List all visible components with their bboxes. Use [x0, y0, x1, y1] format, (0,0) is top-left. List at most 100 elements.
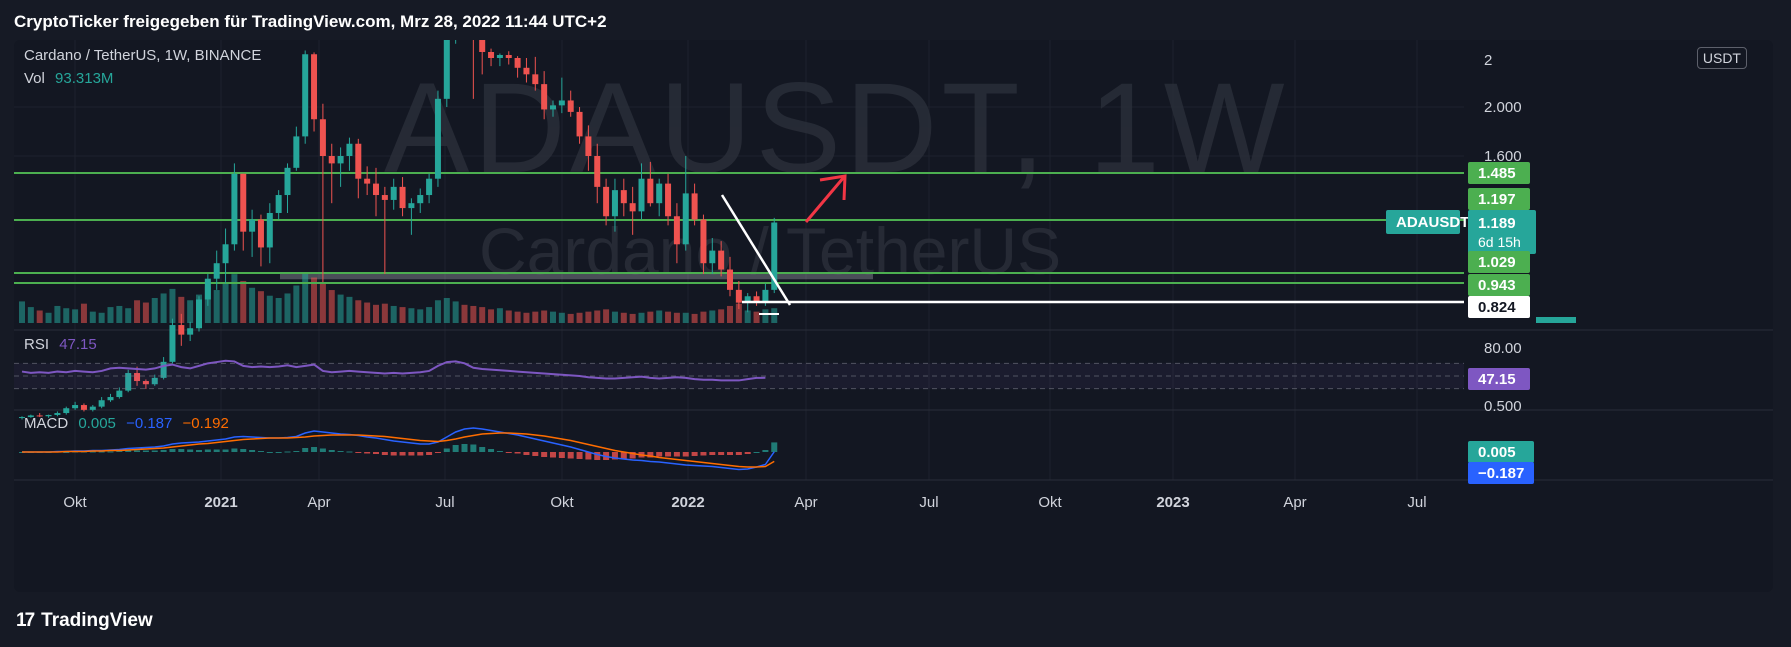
price-chart[interactable]: ADAUSDT, 1W Cardano / TetherUS Okt 2021 Ap… — [14, 40, 1773, 592]
candle-body — [337, 156, 344, 164]
macd-histogram-bar — [328, 450, 335, 452]
macd-histogram-bar — [727, 452, 733, 455]
volume-bar — [89, 311, 96, 323]
badge-rsi-bg — [1468, 368, 1530, 390]
candle-body — [134, 373, 141, 382]
macd-histogram-bar — [673, 452, 680, 457]
macd-histogram-bar — [691, 452, 698, 456]
macd-histogram-bar — [302, 448, 309, 452]
candle-body — [80, 405, 87, 410]
candle-body — [434, 98, 441, 179]
badge-1029: 1.029 — [1478, 254, 1516, 271]
macd-histogram-bar — [753, 452, 760, 453]
candle-body — [125, 373, 132, 391]
axes-layer: Okt 2021 Apr Jul Okt 2022 Apr Jul Okt 2023 Apr Jul 2… — [63, 52, 1521, 511]
macd-histogram-bar — [709, 452, 716, 455]
macd-histogram-bar — [700, 452, 707, 456]
rsi-label: RSI — [24, 336, 50, 353]
candle-body — [505, 55, 512, 58]
legend-macd: MACD 0.005 −0.187 −0.192 — [24, 415, 229, 432]
macd-histogram-bar — [532, 452, 539, 456]
macd-histogram-bar — [771, 442, 778, 452]
candle-body — [178, 325, 185, 335]
macd-histogram-bar — [470, 444, 477, 452]
badge-0824: 0.824 — [1478, 299, 1516, 316]
volume-bar — [434, 300, 441, 323]
macd-histogram-bar — [364, 452, 371, 454]
volume-bar — [585, 311, 592, 323]
volume-bar — [178, 296, 185, 323]
tradingview-logo-icon: 17 — [16, 610, 35, 631]
candle-body — [558, 100, 565, 106]
volume-bar — [328, 290, 335, 323]
candle-body — [443, 40, 450, 99]
macd-histogram-bar — [249, 450, 256, 452]
currency-button[interactable]: USDT — [1696, 47, 1747, 69]
candle-body — [45, 414, 52, 417]
legend-symbol: Cardano / TetherUS, 1W, BINANCE — [24, 47, 261, 64]
volume-bar — [54, 305, 61, 323]
volume-bar — [19, 301, 25, 323]
candle-body — [284, 167, 291, 196]
volume-bar — [293, 285, 300, 323]
candle-body — [364, 178, 371, 184]
volume-bar — [744, 310, 751, 323]
volume-bar — [142, 302, 149, 323]
candle-body — [355, 143, 362, 179]
candle-body — [390, 186, 397, 200]
macd-histogram-bar — [735, 452, 742, 455]
candle-body — [160, 361, 167, 378]
candle-body — [399, 186, 406, 209]
vol-label: Vol — [24, 70, 45, 87]
candle-body — [682, 193, 689, 245]
macd-histogram-bar — [523, 452, 530, 455]
macd-histogram-bar — [116, 451, 123, 452]
candle-body — [611, 190, 618, 217]
candle-body — [302, 54, 309, 137]
x-tick-label: Apr — [794, 494, 817, 511]
volume-bar — [160, 293, 167, 323]
volume-bar — [647, 311, 654, 323]
candle-body — [656, 183, 663, 204]
volume-bar — [364, 302, 371, 323]
volume-bar — [691, 313, 698, 323]
candle-body — [381, 195, 388, 200]
macd-histogram-bar — [656, 452, 663, 457]
volume-bar — [771, 308, 778, 323]
volume-bar — [45, 312, 52, 323]
tradingview-logo[interactable]: 17 TradingView — [16, 610, 153, 632]
candle-body — [27, 415, 34, 418]
badge-0943-bg — [1468, 274, 1530, 296]
candle-body — [373, 183, 379, 196]
symbol-title: Cardano / TetherUS, 1W, BINANCE — [24, 47, 262, 64]
candle-body — [496, 55, 503, 58]
candle-body — [142, 381, 149, 385]
x-tick-label: 2023 — [1156, 494, 1189, 511]
macd-histogram-bar — [461, 444, 468, 452]
badge-countdown: 6d 15h — [1478, 234, 1521, 250]
rsi-pane — [14, 359, 1464, 390]
candle-body — [771, 222, 778, 290]
volume-bar — [381, 303, 388, 323]
volume-bar — [461, 304, 468, 323]
rsi-axis-label: 80.00 — [1484, 340, 1522, 357]
volume-bar — [231, 274, 238, 323]
volume-bar — [567, 313, 574, 323]
macd-histogram-bar — [381, 452, 388, 455]
volume-bar — [665, 311, 672, 323]
macd-line — [22, 427, 775, 471]
candle-body — [266, 212, 273, 248]
supply-zone — [280, 272, 873, 280]
watermark-layer: ADAUSDT, 1W Cardano / TetherUS — [384, 57, 1285, 288]
candle-body — [709, 250, 716, 264]
y-tick-label: 1.600 — [1484, 148, 1522, 165]
macd-histogram-bar — [213, 449, 220, 452]
candle-body — [36, 415, 43, 417]
volume-bar — [266, 295, 273, 323]
macd-histogram-bar — [550, 452, 556, 458]
macd-histogram-bar — [567, 452, 574, 459]
chart-frame[interactable]: ADAUSDT, 1W Cardano / TetherUS Okt 2021 Ap… — [14, 40, 1773, 592]
macd-histogram-bar — [275, 452, 282, 453]
macd-histogram-bar — [222, 449, 229, 452]
candle-body — [541, 84, 548, 110]
